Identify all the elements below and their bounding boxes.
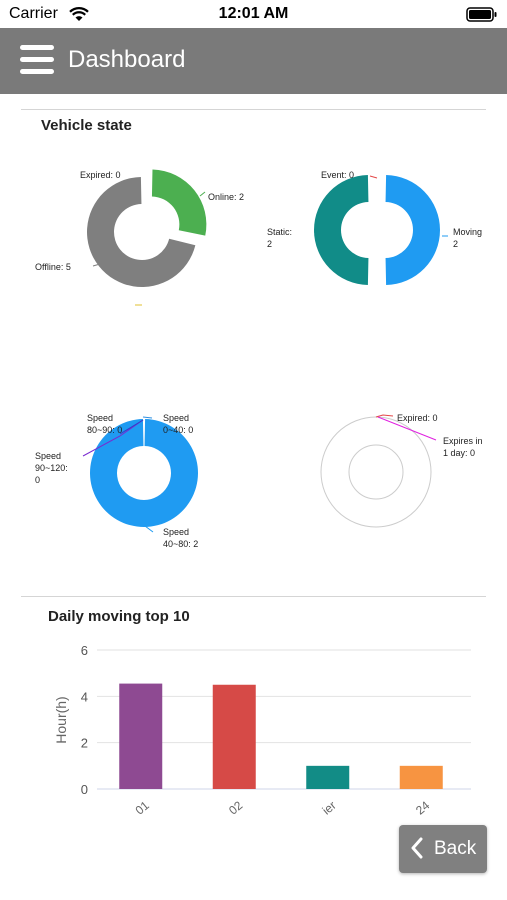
data-label: Static: 2 [267,227,292,249]
data-label: Speed 90~120: 0 [35,451,68,485]
back-button[interactable]: Back [399,825,487,873]
battery-icon [466,7,497,22]
leader-line-speed-40-80 [144,525,154,533]
leader-line-expires-1day [377,416,437,441]
donut-slice [314,175,369,285]
leader-line-event [369,175,378,179]
x-tick-label: 24 [413,798,432,818]
data-label: Expired: 0 [80,170,121,180]
leader-line-offline [92,263,101,267]
page-title: Dashboard [68,46,186,73]
donut-slice [86,177,196,287]
data-label: Speed 40~80: 2 [163,527,198,549]
leader-line-speed-90-120 [82,419,144,457]
data-label: Moving 2 [453,227,482,249]
section-divider [21,596,486,597]
status-bar: Carrier 12:01 AM [0,0,507,28]
leader-line-online [199,191,206,197]
y-tick-label: 6 [81,643,88,658]
bar[interactable] [306,765,350,789]
bar[interactable] [212,684,256,789]
donut-slice [90,419,198,527]
data-label: Offline: 5 [35,262,71,272]
section-divider [21,109,486,110]
donut-expiry: Expired: 0 Expires in 1 day: 0 [320,413,483,528]
y-axis-label: Hour(h) [53,696,69,743]
donut-speed: Speed 0~40: 0 Speed 40~80: 2 Speed 90~120: 0… [35,413,198,549]
data-label: Speed 0~40: 0 [163,413,193,435]
wifi-icon [69,7,89,21]
leader-line-expired-2 [375,414,394,418]
x-tick-label: 01 [133,798,152,818]
hamburger-menu-icon[interactable] [20,45,54,75]
leader-line-speed-0-40 [142,416,153,419]
bar[interactable] [399,765,443,789]
bar[interactable] [119,683,163,789]
data-label: Event: 0 [321,170,354,180]
carrier-label: Carrier [9,5,58,22]
leader-line-speed-80-90 [119,419,144,435]
vehicle-state-charts: Expired: 0 Online: 2 Offline: 5 Event: 0… [35,169,483,549]
donut-motion: Event: 0 Moving 2 Static: 2 [267,170,482,285]
clock: 12:01 AM [218,5,289,22]
donut-slice [151,169,207,236]
app-bar: Dashboard [0,28,507,94]
y-tick-label: 2 [81,736,88,751]
data-label: Expires in 1 day: 0 [443,436,483,458]
data-label: Expired: 0 [397,413,438,423]
y-tick-label: 0 [81,782,88,797]
daily-moving-title: Daily moving top 10 [48,608,190,625]
chevron-left-icon [411,837,423,859]
empty-ring-outer [320,416,432,528]
empty-ring-inner [348,444,404,500]
y-tick-label: 4 [81,689,88,704]
x-tick-label: 02 [226,798,245,818]
donut-slice [385,175,440,285]
vehicle-state-title: Vehicle state [41,117,132,134]
data-label: Online: 2 [208,192,244,202]
donut-status: Expired: 0 Online: 2 Offline: 5 [35,169,244,306]
x-tick-label: ier [320,798,339,817]
data-label: Speed 80~90: 0 [87,413,122,435]
back-label: Back [434,838,477,859]
